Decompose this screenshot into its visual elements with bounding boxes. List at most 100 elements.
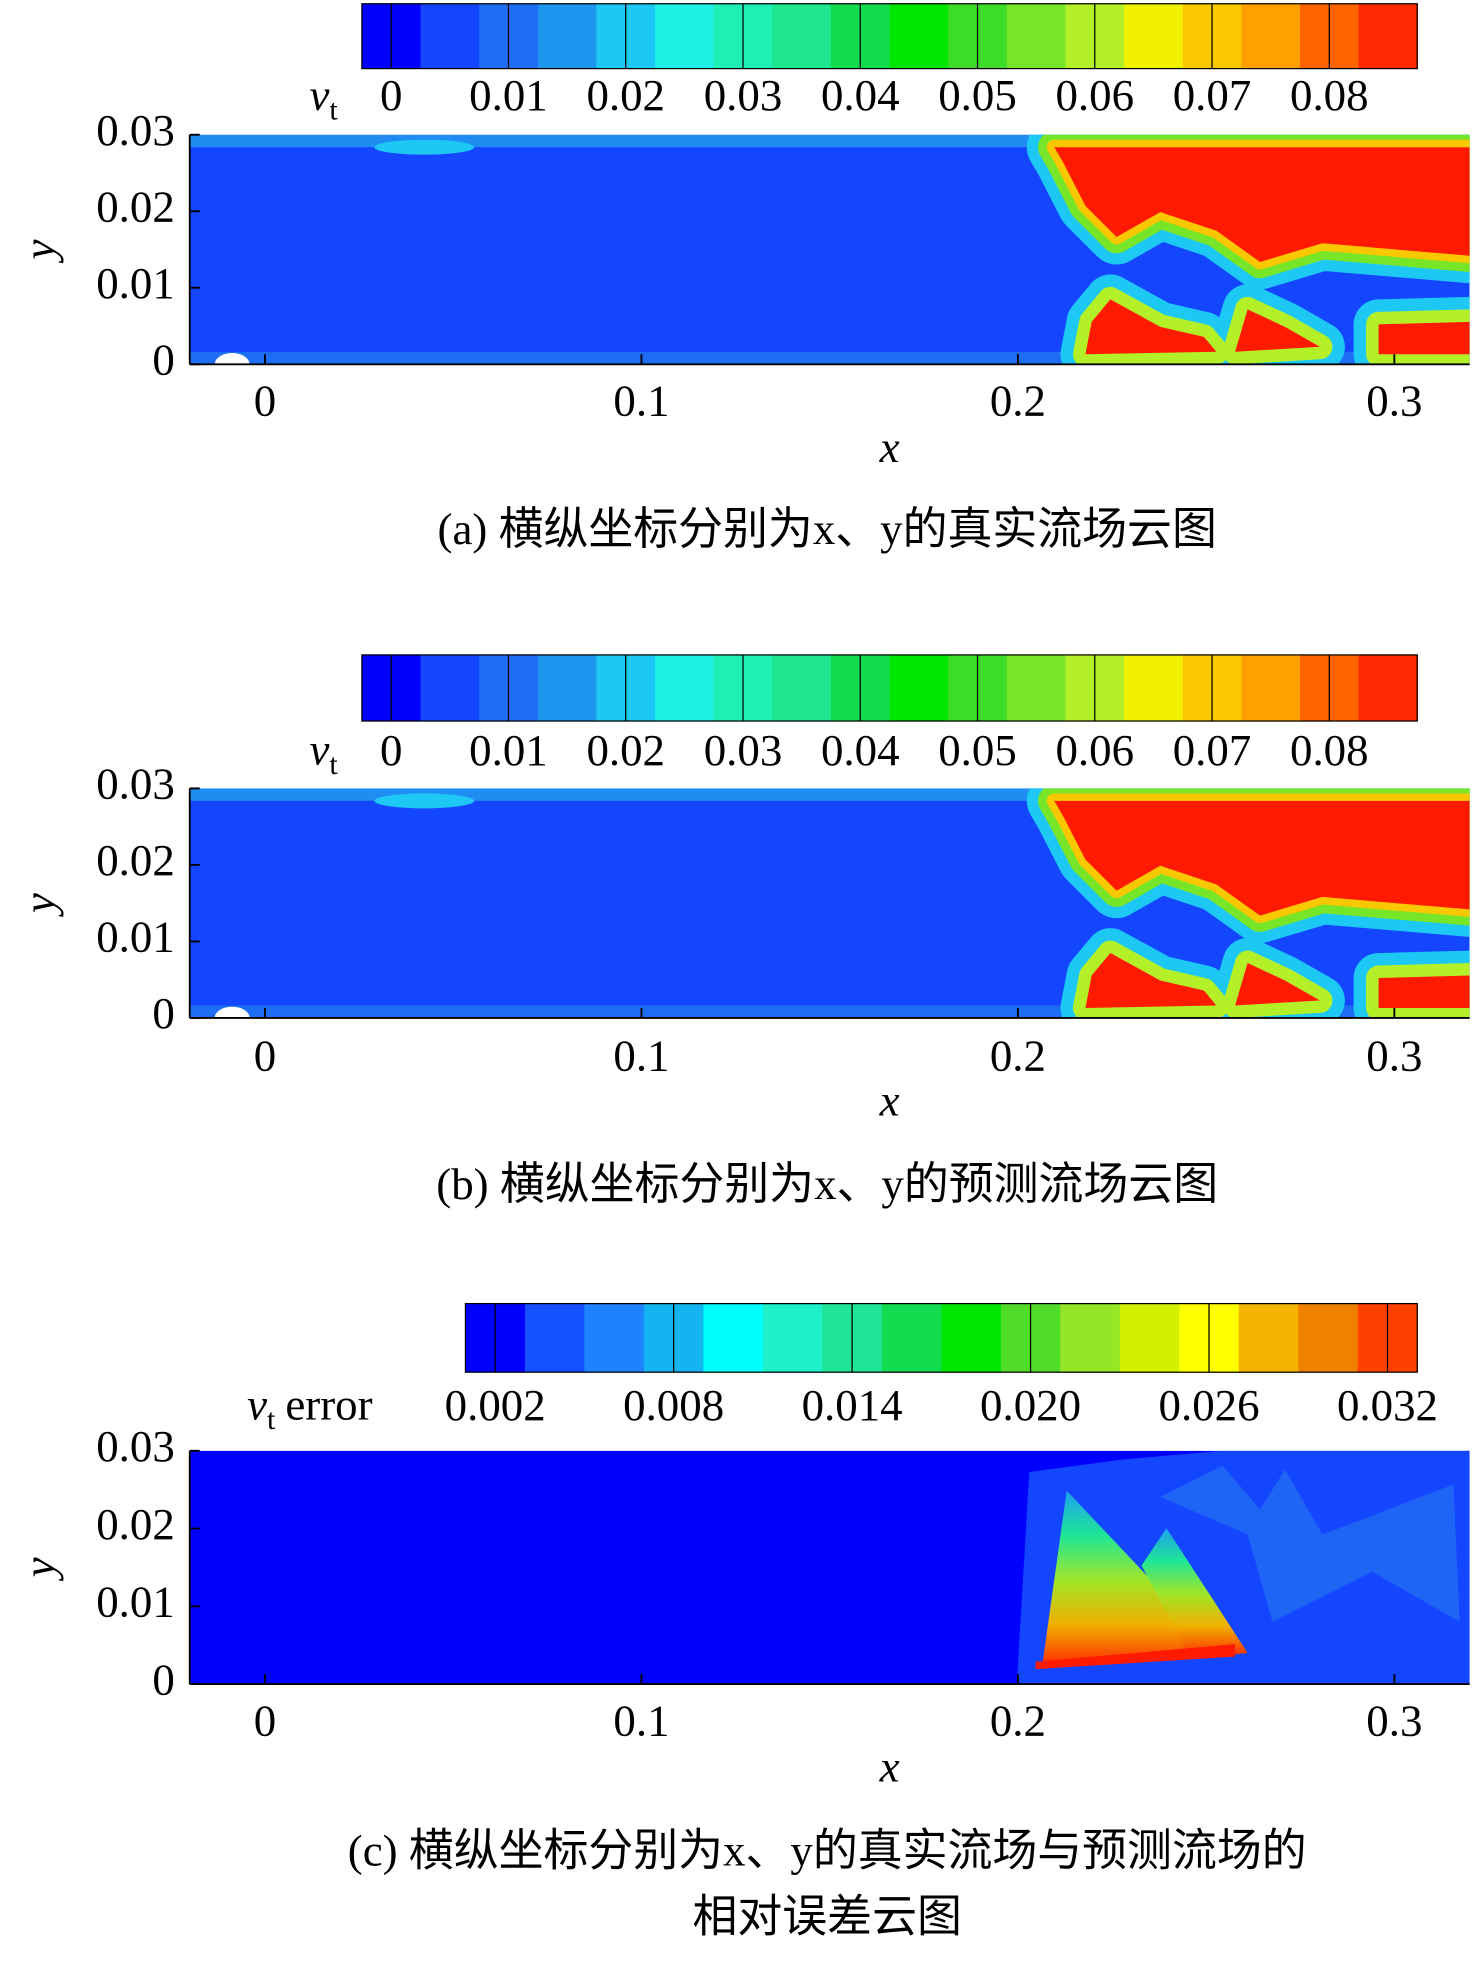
y-tick-label: 0.03 bbox=[96, 759, 175, 809]
y-tick-label: 0.01 bbox=[96, 912, 175, 962]
colorbar-segment bbox=[655, 3, 715, 69]
y-axis-label: y bbox=[14, 239, 64, 263]
colorbar-segment bbox=[1060, 1303, 1121, 1373]
colorbar-segment bbox=[537, 3, 598, 69]
colorbar-tick-label: 0.014 bbox=[802, 1380, 903, 1430]
colorbar-label-suffix: error bbox=[285, 1380, 372, 1430]
colorbar-label-symbol: v bbox=[309, 70, 329, 120]
colorbar-tick-label: 0.05 bbox=[938, 725, 1017, 775]
caption: (a) 横纵坐标分别为x、y的真实流场云图 bbox=[438, 504, 1217, 554]
colorbar-frame bbox=[361, 3, 1418, 70]
x-tick-label: 0.1 bbox=[613, 376, 669, 426]
colorbar-tick-label: 0.01 bbox=[469, 725, 548, 775]
caption: (b) 横纵坐标分别为x、y的预测流场云图 bbox=[436, 1159, 1218, 1209]
colorbar-tick-label: 0.03 bbox=[704, 70, 783, 120]
contour-field bbox=[190, 788, 1470, 1029]
caption: (c) 横纵坐标分别为x、y的真实流场与预测流场的 bbox=[348, 1825, 1307, 1875]
colorbar-tick-label: 0 bbox=[380, 725, 402, 775]
colorbar-label: vt bbox=[309, 725, 338, 781]
colorbar-tick-label: 0.06 bbox=[1055, 725, 1134, 775]
x-tick-label: 0.1 bbox=[613, 1031, 669, 1081]
colorbar-segment bbox=[420, 3, 480, 69]
colorbar-tick-label: 0.07 bbox=[1173, 70, 1252, 120]
colorbar-frame bbox=[464, 1302, 1418, 1373]
contour-field bbox=[190, 135, 1470, 376]
colorbar-label-symbol: v bbox=[247, 1380, 267, 1430]
x-axis-label: x bbox=[879, 1076, 900, 1126]
colorbar-tick-label: 0 bbox=[380, 70, 402, 120]
x-tick-label: 0.2 bbox=[990, 1031, 1046, 1081]
colorbar-label: vt bbox=[309, 70, 338, 126]
x-tick-label: 0.3 bbox=[1366, 1696, 1422, 1746]
colorbar-segment bbox=[1119, 1303, 1180, 1373]
colorbar-segment bbox=[537, 654, 598, 722]
y-tick-label: 0.01 bbox=[96, 1577, 175, 1627]
colorbar-tick-label: 0.04 bbox=[821, 70, 900, 120]
colorbar-segment bbox=[1124, 3, 1184, 69]
caption: 相对误差云图 bbox=[693, 1891, 962, 1941]
x-axis-label: x bbox=[879, 422, 900, 472]
colorbar-tick-label: 0.03 bbox=[704, 725, 783, 775]
colorbar-segment bbox=[881, 1303, 942, 1373]
colorbar-segment bbox=[762, 1303, 823, 1373]
x-axis-label: x bbox=[879, 1742, 900, 1792]
colorbar-segment bbox=[703, 1303, 764, 1373]
colorbar-label-symbol: v bbox=[309, 725, 329, 775]
colorbar-label: vt error bbox=[247, 1380, 373, 1436]
y-tick-label: 0.01 bbox=[96, 258, 175, 308]
y-tick-label: 0.02 bbox=[96, 835, 175, 885]
y-tick-label: 0.02 bbox=[96, 182, 175, 232]
colorbar-segment bbox=[1238, 1303, 1299, 1373]
colorbar-tick-label: 0.020 bbox=[980, 1380, 1081, 1430]
colorbar-segment bbox=[420, 654, 480, 722]
x-tick-label: 0.2 bbox=[990, 376, 1046, 426]
colorbar-segment bbox=[941, 1303, 1002, 1373]
x-tick-label: 0 bbox=[254, 1031, 276, 1081]
colorbar-tick-label: 0.026 bbox=[1159, 1380, 1260, 1430]
colorbar-segment bbox=[584, 1303, 645, 1373]
y-tick-label: 0 bbox=[152, 988, 174, 1038]
colorbar-tick-label: 0.032 bbox=[1337, 1380, 1438, 1430]
colorbar-label-subscript: t bbox=[329, 748, 338, 781]
colorbar-tick-label: 0.08 bbox=[1290, 725, 1369, 775]
y-axis-label: y bbox=[14, 893, 64, 917]
colorbar-segment bbox=[772, 654, 832, 722]
x-tick-label: 0 bbox=[254, 376, 276, 426]
colorbar-tick-label: 0.07 bbox=[1173, 725, 1252, 775]
colorbar-segment bbox=[889, 654, 949, 722]
x-tick-label: 0.3 bbox=[1366, 1031, 1422, 1081]
colorbar-segment bbox=[1241, 654, 1301, 722]
colorbar-segment bbox=[889, 3, 949, 69]
colorbar-tick-label: 0.06 bbox=[1055, 70, 1134, 120]
colorbar-label-subscript: t bbox=[267, 1403, 276, 1436]
colorbar-segment bbox=[1358, 3, 1418, 69]
colorbar-tick-label: 0.002 bbox=[445, 1380, 546, 1430]
x-tick-label: 0.3 bbox=[1366, 376, 1422, 426]
y-axis-label: y bbox=[14, 1557, 64, 1581]
y-tick-label: 0 bbox=[152, 1654, 174, 1704]
contour-field bbox=[189, 1450, 1470, 1685]
colorbar-segment bbox=[1006, 654, 1067, 722]
colorbar-tick-label: 0.01 bbox=[469, 70, 548, 120]
colorbar-tick-label: 0.02 bbox=[586, 70, 665, 120]
y-tick-label: 0.02 bbox=[96, 1499, 175, 1549]
x-tick-label: 0.1 bbox=[613, 1696, 669, 1746]
colorbar-tick-label: 0.02 bbox=[586, 725, 665, 775]
colorbar-label-subscript: t bbox=[329, 93, 338, 126]
colorbar-tick-label: 0.008 bbox=[623, 1380, 724, 1430]
colorbar-segment bbox=[1006, 3, 1067, 69]
y-tick-label: 0.03 bbox=[96, 105, 175, 155]
colorbar-segment bbox=[524, 1303, 586, 1373]
colorbar-segment bbox=[1241, 3, 1301, 69]
colorbar-segment bbox=[1298, 1303, 1359, 1373]
y-tick-label: 0 bbox=[152, 335, 174, 385]
colorbar-tick-label: 0.08 bbox=[1290, 70, 1369, 120]
colorbar-tick-label: 0.04 bbox=[821, 725, 900, 775]
colorbar-frame bbox=[361, 654, 1418, 722]
x-tick-label: 0 bbox=[254, 1696, 276, 1746]
y-tick-label: 0.03 bbox=[96, 1421, 175, 1471]
colorbar-segment bbox=[772, 3, 832, 69]
colorbar-segment bbox=[1124, 654, 1184, 722]
